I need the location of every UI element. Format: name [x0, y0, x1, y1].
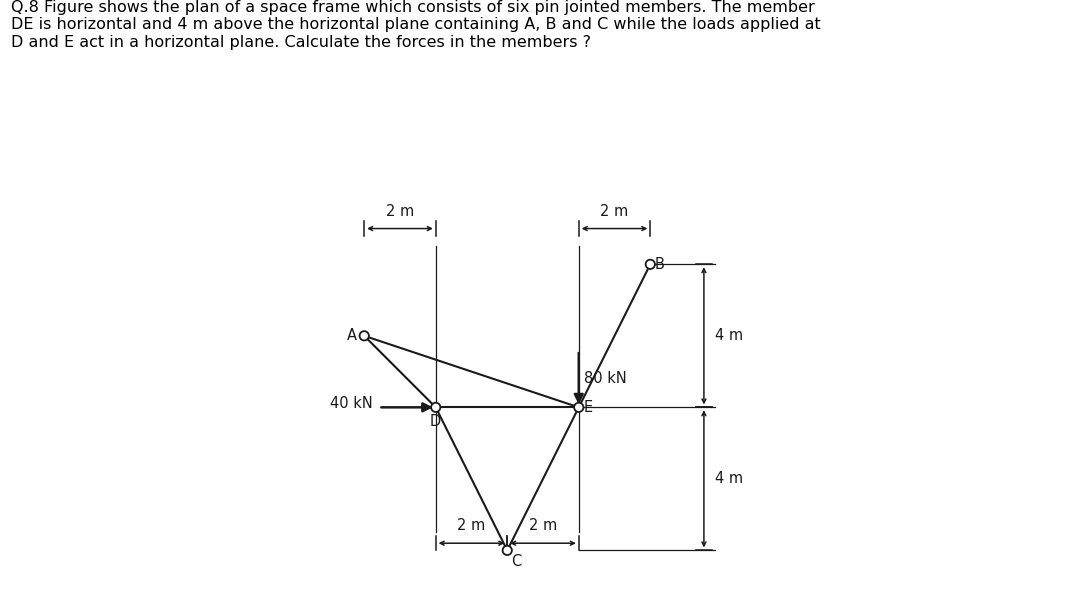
Circle shape [574, 403, 583, 412]
Text: 2 m: 2 m [457, 518, 485, 533]
Text: D: D [430, 414, 441, 429]
Text: 2 m: 2 m [529, 518, 557, 533]
Circle shape [503, 546, 512, 555]
Circle shape [645, 260, 655, 269]
Circle shape [431, 403, 441, 412]
Text: 4 m: 4 m [716, 471, 744, 486]
Text: C: C [512, 554, 521, 568]
Text: 2 m: 2 m [601, 204, 629, 219]
Text: B: B [654, 257, 665, 272]
Text: Q.8 Figure shows the plan of a space frame which consists of six pin jointed mem: Q.8 Figure shows the plan of a space fra… [11, 0, 821, 50]
Text: A: A [346, 329, 356, 343]
Text: 80 kN: 80 kN [584, 371, 627, 386]
Text: 40 kN: 40 kN [330, 396, 374, 411]
Text: 2 m: 2 m [386, 204, 414, 219]
Text: E: E [583, 400, 592, 415]
Text: 4 m: 4 m [716, 329, 744, 343]
Circle shape [359, 331, 369, 341]
